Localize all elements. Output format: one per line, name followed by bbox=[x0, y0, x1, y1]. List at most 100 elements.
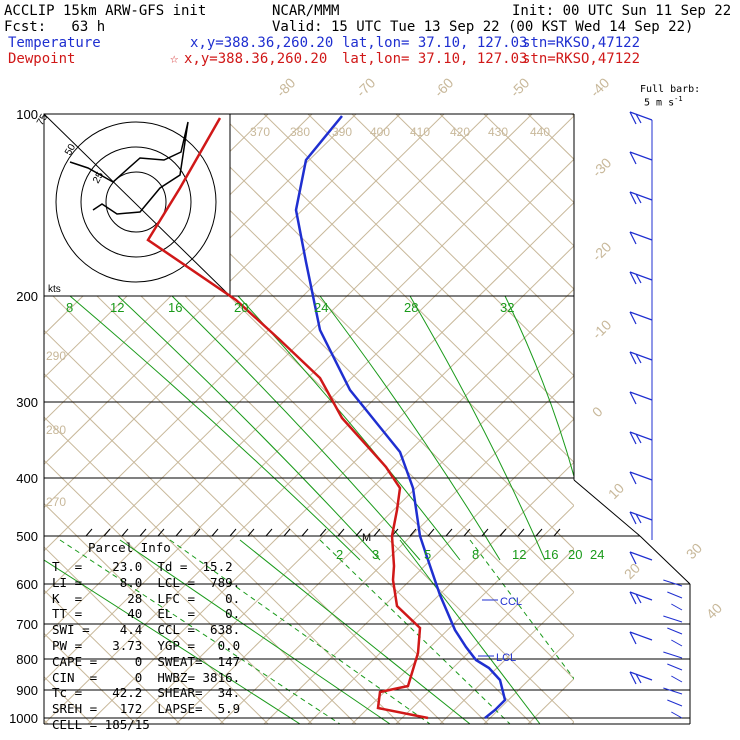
parcel-info-row: Tc = 42.2 SHEAR= 34. bbox=[52, 685, 241, 701]
forecast-hour: Fcst: 63 h bbox=[4, 19, 106, 35]
barb-legend-line2: 5 m s-1 bbox=[644, 94, 683, 108]
dry-adiabat-line bbox=[704, 114, 740, 724]
wind-barb bbox=[629, 631, 653, 645]
tick-mark bbox=[229, 528, 237, 537]
mixing-ratio-line bbox=[319, 295, 501, 561]
temperature-xy: x,y=388.36,260.20 bbox=[190, 35, 334, 51]
ccl-label: CCL bbox=[500, 596, 522, 608]
dry-adiabat-line bbox=[571, 114, 574, 117]
isotherm-line bbox=[483, 634, 574, 724]
isotherm-line bbox=[527, 678, 574, 724]
wind-barb-flag bbox=[629, 671, 637, 685]
hodograph-ring bbox=[80, 146, 192, 258]
mixing-ratio-label: 8 bbox=[66, 300, 73, 315]
hodograph-ring-label: 75 bbox=[35, 112, 50, 128]
mixing-ratio-label-lower: 3 bbox=[372, 547, 379, 562]
wind-barb-staff bbox=[629, 351, 653, 361]
dry-adiabat-line bbox=[44, 243, 533, 724]
dry-adiabat-line bbox=[44, 373, 401, 724]
dry-adiabat-line bbox=[44, 286, 489, 724]
isotherm-line bbox=[0, 114, 4, 724]
dry-adiabat-line bbox=[395, 114, 574, 290]
mixing-ratio-dashed-line bbox=[469, 539, 574, 680]
wind-barb-flag bbox=[635, 193, 642, 204]
parcel-info-row: CAPE = 0 SWEAT= 147 bbox=[52, 653, 241, 669]
mixing-ratio-label-lower: 12 bbox=[512, 547, 526, 562]
mixing-ratio-dashed-line bbox=[59, 539, 341, 724]
wind-barb-staff bbox=[629, 591, 653, 601]
isotherm-label: 10 bbox=[605, 480, 627, 502]
wind-barb-lower bbox=[671, 603, 683, 611]
wind-barb-flag bbox=[629, 511, 637, 525]
isotherm-label: -30 bbox=[589, 154, 615, 180]
wind-barb bbox=[629, 671, 653, 685]
pressure-label-800: 800 bbox=[16, 652, 38, 667]
wind-barb-staff bbox=[629, 431, 653, 441]
tick-mark bbox=[553, 528, 561, 537]
dewpoint-star-icon: ☆ bbox=[170, 51, 179, 67]
temperature-station: stn=RKSO,47122 bbox=[522, 35, 641, 51]
hodograph-ring-label: 25 bbox=[91, 170, 106, 186]
parcel-info-row: SWI = 4.4 CCL = 638. bbox=[52, 622, 241, 638]
theta-label: 290 bbox=[46, 349, 66, 363]
isotherm-label: -20 bbox=[589, 238, 615, 264]
right-axis-slant2 bbox=[639, 535, 691, 585]
dry-adiabat-line bbox=[44, 416, 357, 724]
tick-mark bbox=[445, 528, 453, 537]
tick-mark bbox=[265, 528, 273, 537]
isotherm-label: -80 bbox=[273, 74, 299, 100]
wind-barb-flag bbox=[635, 593, 642, 604]
wind-barb-staff bbox=[629, 111, 653, 121]
dewpoint-profile bbox=[146, 117, 429, 720]
tick-mark bbox=[157, 528, 165, 537]
wind-barb-flag bbox=[635, 273, 642, 284]
wind-barb bbox=[629, 551, 653, 565]
mixing-ratio-label: 12 bbox=[110, 300, 124, 315]
mixing-ratio-label-lower: 20 bbox=[568, 547, 582, 562]
theta-label: 400 bbox=[370, 125, 390, 139]
parcel-info-row: CELL = 185/15 bbox=[52, 717, 150, 732]
parcel-info-title: Parcel Info bbox=[88, 540, 171, 555]
wind-barb-lower bbox=[663, 579, 683, 587]
theta-label: 270 bbox=[46, 495, 66, 509]
dry-adiabat-line bbox=[439, 114, 574, 247]
mixing-ratio-dashed-line bbox=[239, 539, 471, 724]
wind-barb bbox=[629, 431, 653, 445]
parcel-info-row: T = 23.0 Td = 15.2 bbox=[52, 559, 233, 574]
dry-adiabat-line bbox=[219, 114, 574, 463]
tick-mark bbox=[499, 528, 507, 537]
theta-label: 280 bbox=[46, 423, 66, 437]
isotherm-label: -70 bbox=[353, 74, 379, 100]
wind-barb bbox=[629, 311, 653, 325]
hodograph-diag bbox=[44, 114, 230, 296]
mixing-ratio-line bbox=[69, 295, 361, 561]
tick-mark bbox=[319, 528, 327, 537]
dry-adiabat-line bbox=[44, 459, 313, 724]
hodograph: 75 50 25 kts bbox=[35, 112, 231, 297]
isotherm-label: 30 bbox=[683, 540, 705, 562]
temperature-profile bbox=[294, 115, 507, 719]
wind-barb-staff bbox=[629, 311, 653, 321]
tick-mark bbox=[535, 528, 543, 537]
mixing-ratio-dashed-line bbox=[319, 539, 511, 724]
wind-barb-flag bbox=[629, 591, 637, 605]
mixing-ratio-line bbox=[171, 295, 421, 561]
wind-barb-flag bbox=[629, 391, 637, 405]
dry-adiabat-line bbox=[307, 114, 574, 377]
tick-mark bbox=[121, 528, 129, 537]
mixing-ratio-label: 24 bbox=[314, 300, 328, 315]
theta-label: 410 bbox=[410, 125, 430, 139]
wind-barb-lower bbox=[663, 687, 683, 695]
wind-barb-flag bbox=[629, 111, 637, 125]
isotherm-line bbox=[660, 114, 740, 724]
tick-mark bbox=[409, 528, 417, 537]
hodograph-unit-label: kts bbox=[48, 284, 61, 295]
dry-adiabat-line bbox=[527, 114, 574, 160]
wind-barb bbox=[629, 151, 653, 165]
mixing-ratio-dashed-line bbox=[399, 539, 541, 724]
lcl-label: LCL bbox=[496, 652, 516, 664]
wind-barb bbox=[629, 111, 653, 125]
pressure-label-200: 200 bbox=[16, 289, 38, 304]
theta-label: 440 bbox=[530, 125, 550, 139]
